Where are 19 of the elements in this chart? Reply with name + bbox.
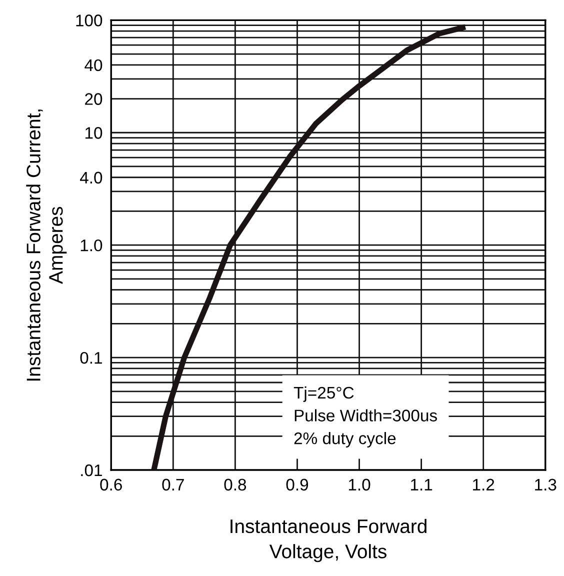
y-tick-label: 10 bbox=[86, 127, 102, 139]
annotation: Tj=25°C Pulse Width=300us 2% duty cycle bbox=[294, 386, 437, 448]
y-tick-label: 20 bbox=[85, 93, 102, 105]
x-tick-label: 0.6 bbox=[100, 478, 122, 491]
y-tick-label: 40 bbox=[84, 59, 102, 72]
y-tick-label: 1.0 bbox=[80, 239, 102, 252]
x-axis-title: Instantaneous Forward Voltage, Volts bbox=[230, 518, 426, 562]
y-axis-title: Instantaneous Forward Current, Amperes bbox=[26, 110, 67, 381]
x-tick-label: 1.0 bbox=[348, 478, 370, 491]
x-tick-label: 1.3 bbox=[535, 478, 556, 491]
y-tick-label: 0.1 bbox=[80, 352, 102, 364]
y-tick-label: 4.0 bbox=[80, 172, 102, 184]
x-tick-label: 1.2 bbox=[473, 478, 494, 490]
x-tick-label: 1.1 bbox=[410, 478, 432, 490]
x-tick-label: 0.8 bbox=[224, 478, 246, 491]
x-tick-label: 0.9 bbox=[286, 478, 308, 491]
y-tick-label: .01 bbox=[81, 464, 102, 476]
x-tick-label: 0.7 bbox=[162, 478, 184, 491]
y-tick-label: 100 bbox=[76, 14, 102, 26]
